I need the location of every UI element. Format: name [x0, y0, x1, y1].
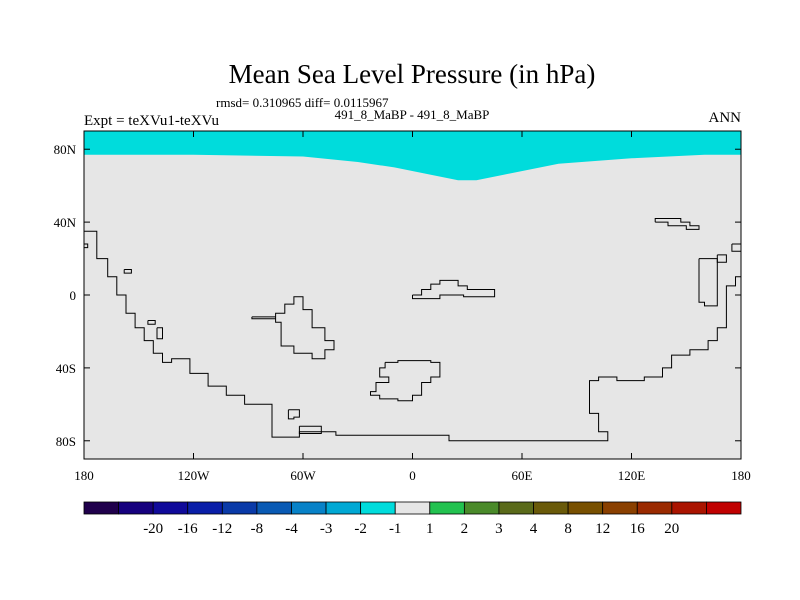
- polar-band: [84, 131, 741, 181]
- x-tick-label: 120W: [178, 468, 211, 483]
- right-label: ANN: [709, 110, 742, 126]
- colorbar-box: [118, 501, 154, 515]
- colorbar-label: -12: [212, 521, 232, 537]
- colorbar-label: 2: [461, 521, 469, 537]
- colorbar-label: 20: [664, 521, 679, 537]
- coastline: [298, 425, 322, 434]
- colorbar-box: [671, 501, 707, 515]
- x-tick-label: 180: [74, 468, 94, 483]
- x-axis: 180 120W 60W 0 60E 120E 180: [74, 131, 751, 483]
- map-panel: [83, 130, 742, 460]
- x-tick-label: 180: [731, 468, 751, 483]
- coastline: [412, 279, 496, 300]
- colorbar-label: -1: [389, 521, 402, 537]
- x-tick-label: 120E: [618, 468, 646, 483]
- coastlines: [84, 218, 742, 442]
- coastline: [251, 296, 335, 360]
- colorbar-box: [394, 501, 431, 515]
- colorbar-label: -2: [354, 521, 367, 537]
- coastline: [287, 409, 300, 420]
- colorbar-box: [256, 501, 292, 515]
- coastline: [156, 327, 163, 340]
- colorbar-box: [221, 501, 258, 515]
- coastline: [716, 254, 727, 263]
- x-tick-label: 0: [409, 468, 416, 483]
- colorbar-box: [325, 501, 362, 515]
- x-tick-label: 60E: [512, 468, 533, 483]
- coastline: [654, 218, 700, 230]
- colorbar-box: [187, 501, 223, 515]
- colorbar-label: 4: [530, 521, 538, 537]
- colorbar-label: -8: [251, 521, 264, 537]
- coastline: [84, 243, 89, 249]
- y-axis: 80N 40N 0 40S 80S: [54, 142, 741, 449]
- colorbar: -20 -16 -12 -8 -4 -3 -2 -1 1 2 3 4 8 12 16 20: [83, 501, 742, 537]
- y-tick-label: 0: [70, 288, 77, 303]
- colorbar-box: [567, 501, 604, 515]
- colorbar-label: -4: [285, 521, 298, 537]
- coastline: [123, 269, 132, 274]
- colorbar-label: 16: [630, 521, 646, 537]
- colorbar-label: 3: [495, 521, 503, 537]
- colorbar-box: [498, 501, 534, 515]
- coastline: [84, 230, 741, 442]
- y-tick-label: 80N: [54, 142, 77, 157]
- y-tick-label: 40S: [56, 361, 76, 376]
- colorbar-label: -3: [320, 521, 333, 537]
- colorbar-box: [291, 501, 327, 515]
- colorbar-box: [429, 501, 465, 515]
- colorbar-box: [636, 501, 673, 515]
- coastline: [370, 360, 441, 402]
- colorbar-box: [706, 501, 742, 515]
- x-tick-label: 60W: [290, 468, 316, 483]
- colorbar-label: -16: [178, 521, 198, 537]
- center-label: 491_8_MaBP - 491_8_MaBP: [335, 107, 490, 122]
- stats-line: rmsd= 0.310965 diff= 0.0115967: [216, 95, 389, 110]
- colorbar-box: [152, 501, 189, 515]
- colorbar-box: [83, 501, 119, 515]
- left-label: Expt = teXVu1-teXVu: [84, 113, 219, 129]
- colorbar-box: [533, 501, 569, 515]
- colorbar-label: 1: [426, 521, 434, 537]
- colorbar-label: -20: [143, 521, 163, 537]
- colorbar-label: 8: [564, 521, 572, 537]
- y-tick-label: 40N: [54, 215, 77, 230]
- colorbar-label: 12: [595, 521, 610, 537]
- colorbar-box: [602, 501, 638, 515]
- coastline: [147, 320, 156, 325]
- colorbar-box: [463, 501, 500, 515]
- y-tick-label: 80S: [56, 434, 76, 449]
- chart-title: Mean Sea Level Pressure (in hPa): [229, 59, 596, 89]
- colorbar-box: [360, 501, 396, 515]
